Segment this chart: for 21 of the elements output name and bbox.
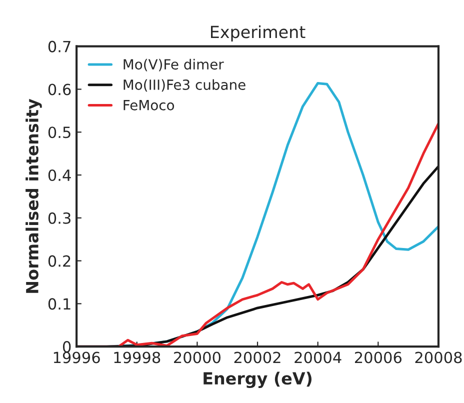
legend-label: FeMoco bbox=[124, 100, 174, 110]
legend-label: Mo(V)Fe dimer bbox=[124, 58, 224, 72]
x-tick-label: 19996 bbox=[54, 352, 100, 364]
y-tick-label: 0.3 bbox=[48, 212, 70, 224]
y-tick-label: 0.2 bbox=[48, 255, 70, 267]
x-tick-label: 20006 bbox=[354, 352, 402, 364]
y-tick-label: 0.6 bbox=[48, 84, 71, 96]
x-tick-label: 20008 bbox=[415, 352, 462, 364]
x-tick-label: 20002 bbox=[234, 352, 280, 364]
x-tick-label: 19998 bbox=[114, 352, 160, 364]
x-tick-label: 20000 bbox=[174, 352, 220, 364]
y-tick-label: 0 bbox=[62, 341, 71, 353]
chart-title: Experiment bbox=[211, 25, 306, 42]
y-tick-label: 0.4 bbox=[48, 169, 71, 182]
y-axis-title: Normalised intensity bbox=[26, 98, 42, 293]
y-tick-label: 0.7 bbox=[48, 40, 70, 52]
x-axis-title: Energy (eV) bbox=[204, 372, 312, 388]
y-tick-label: 0.1 bbox=[48, 298, 70, 310]
y-tick-label: 0.5 bbox=[48, 126, 70, 138]
legend-label: Mo(III)Fe3 cubane bbox=[124, 79, 246, 92]
x-tick-label: 20004 bbox=[294, 352, 342, 364]
